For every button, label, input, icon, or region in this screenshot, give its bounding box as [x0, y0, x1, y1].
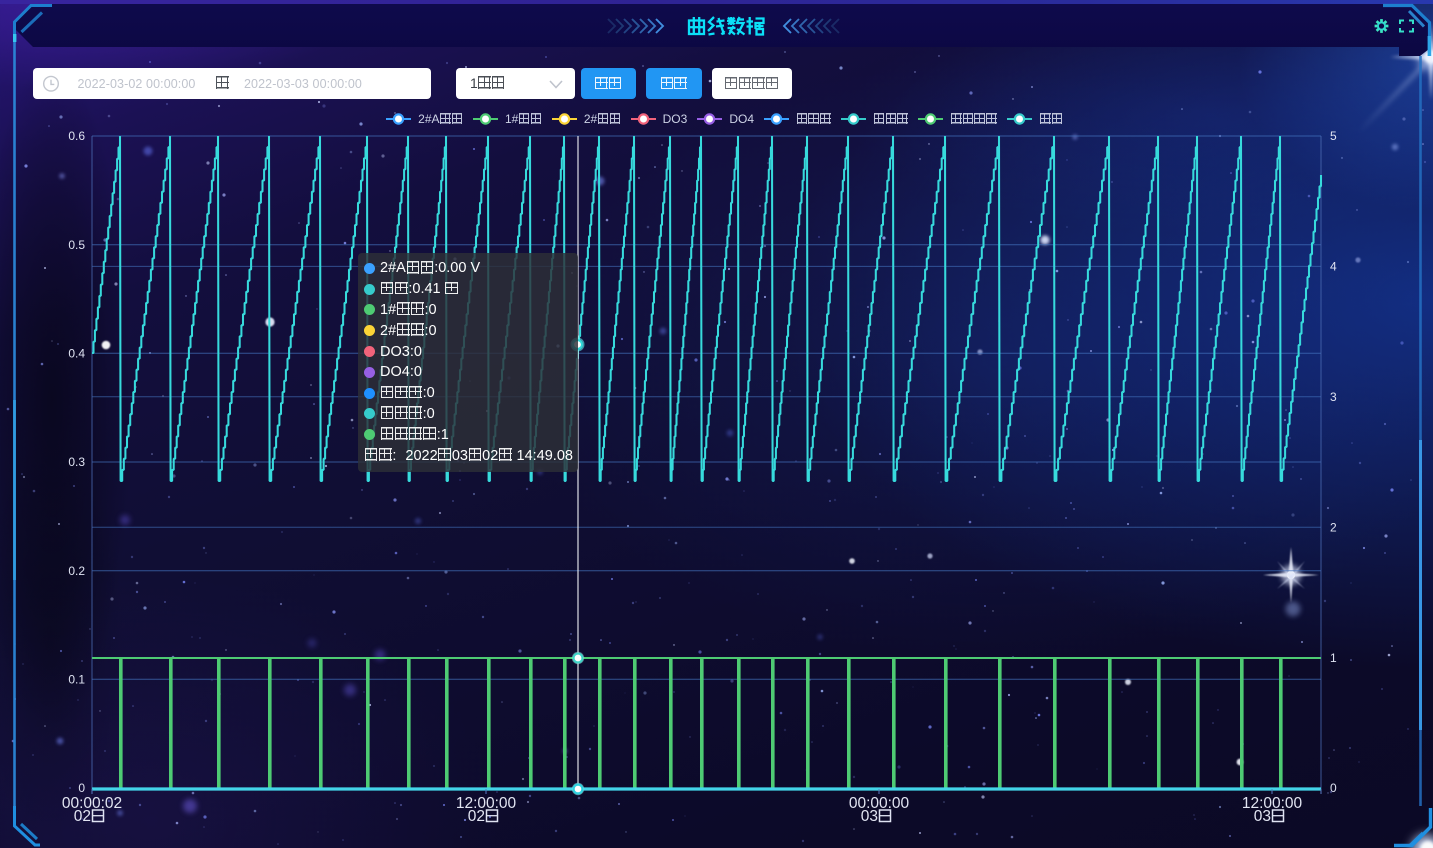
svg-text:02: 02: [468, 808, 485, 825]
svg-text:0.4: 0.4: [68, 347, 85, 361]
svg-text:03: 03: [861, 808, 878, 825]
svg-text:0.1: 0.1: [68, 673, 85, 687]
svg-text:00:00:00: 00:00:00: [849, 795, 910, 812]
svg-text:12:00:00: 12:00:00: [456, 795, 517, 812]
svg-text:4: 4: [1330, 260, 1337, 274]
svg-text:5: 5: [1330, 129, 1337, 143]
svg-text:0: 0: [1330, 781, 1337, 795]
svg-text:0: 0: [78, 781, 85, 795]
svg-text:00:00:02: 00:00:02: [62, 795, 122, 812]
svg-text:12:00:00: 12:00:00: [1242, 795, 1303, 812]
svg-text:02: 02: [74, 808, 91, 825]
svg-text:0.2: 0.2: [68, 564, 85, 578]
svg-text:3: 3: [1330, 390, 1337, 404]
svg-text:1: 1: [1330, 651, 1337, 665]
svg-text:03: 03: [1254, 808, 1271, 825]
svg-text:0.6: 0.6: [68, 129, 85, 143]
svg-text:2: 2: [1330, 520, 1337, 534]
svg-text:0.3: 0.3: [68, 455, 85, 469]
svg-text:0.5: 0.5: [68, 238, 85, 252]
